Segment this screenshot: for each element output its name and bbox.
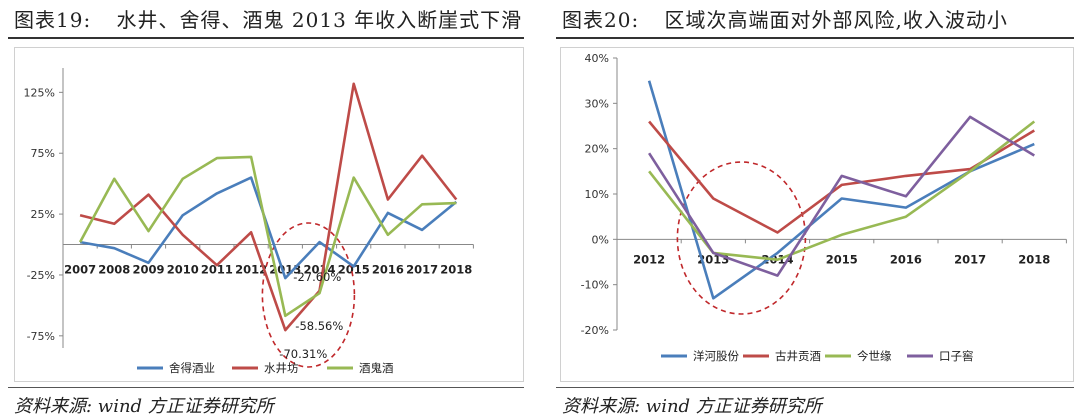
legend-label: 酒鬼酒 [359, 361, 394, 375]
legend-label: 口子窖 [939, 349, 974, 363]
figure-20: 图表20: 区域次高端面对外部风险,收入波动小 -20% -10% 0% 10% 20%… [548, 0, 1080, 417]
data-label: -58.56% [295, 319, 343, 333]
x-tick-label: 2018 [440, 263, 472, 277]
series-line [648, 115, 1035, 277]
x-tick-label: 2018 [1018, 252, 1050, 266]
figure-title: 图表19: 水井、舍得、酒鬼 2013 年收入断崖式下滑 [14, 4, 522, 33]
x-tick-label: 2015 [826, 252, 858, 266]
chart-frame: -20% -10% 0% 10% 20% 30% 40% 2012 2013 2014 2015 20… [560, 47, 1074, 382]
x-tick-label: 2017 [406, 263, 438, 277]
figure-number: 图表19: [14, 8, 92, 32]
x-tick-label: 2008 [98, 263, 130, 277]
y-tick-label: 20% [585, 143, 609, 156]
legend-label: 今世缘 [857, 349, 892, 363]
title-rule [8, 37, 524, 39]
x-tick-label: 2017 [954, 252, 986, 266]
x-tick-label: 2012 [235, 263, 267, 277]
data-label: -70.31% [279, 347, 327, 361]
legend-label: 洋河股份 [693, 349, 739, 363]
figure-number: 图表20: [562, 8, 640, 32]
y-tick-label: 25% [31, 208, 55, 221]
x-tick-label: 2016 [890, 252, 922, 266]
y-tick-label: 75% [31, 147, 55, 160]
chart-19: -75%-25%25%75%125%2007 2008 2009 2010 2011 20… [24, 68, 474, 375]
x-tick-label: 2007 [64, 263, 96, 277]
y-tick-label: 125% [24, 86, 55, 99]
source-note: 资料来源: wind 方正证券研究所 [14, 396, 274, 417]
x-tick-label: 2012 [633, 252, 665, 266]
y-tick-label: 40% [585, 52, 609, 65]
x-tick-label: 2015 [338, 263, 370, 277]
series-line [648, 120, 1035, 234]
figure-19: 图表19: 水井、舍得、酒鬼 2013 年收入断崖式下滑 -75% -25% 25%… [0, 0, 530, 417]
data-label: -27.60% [293, 270, 341, 284]
figure-title: 图表20: 区域次高端面对外部风险,收入波动小 [562, 4, 1008, 33]
chart-20: -20%-10%0%10%20%30%40%2012 2013 2014 2015 20… [581, 52, 1067, 363]
x-tick-label: 2011 [201, 263, 233, 277]
y-tick-label: -20% [581, 324, 609, 337]
highlight-ellipse [261, 222, 356, 368]
x-tick-label: 2009 [132, 263, 164, 277]
x-tick-label: 2016 [372, 263, 404, 277]
legend-label: 水井坊 [264, 361, 299, 375]
y-tick-label: 0% [592, 233, 609, 246]
y-tick-label: -10% [581, 279, 609, 292]
legend-label: 舍得酒业 [169, 361, 215, 375]
title-rule [556, 37, 1074, 39]
figure-caption: 水井、舍得、酒鬼 2013 年收入断崖式下滑 [116, 8, 523, 32]
source-note: 资料来源: wind 方正证券研究所 [562, 396, 822, 417]
x-tick-label: 2010 [167, 263, 199, 277]
source-rule [8, 387, 524, 388]
y-tick-label: -75% [27, 330, 55, 343]
highlight-ellipse [676, 161, 807, 315]
legend-label: 古井贡酒 [775, 349, 821, 363]
chart-frame: -75% -25% 25% 75% 125% 2007 2008 2009 2010 2011 20… [14, 47, 524, 382]
series-line [79, 82, 458, 332]
y-tick-label: 10% [585, 188, 609, 201]
y-tick-label: 30% [585, 97, 609, 110]
series-line [79, 176, 458, 280]
y-tick-label: -25% [27, 269, 55, 282]
source-rule [556, 387, 1074, 388]
series-line [78, 155, 457, 318]
figure-caption: 区域次高端面对外部风险,收入波动小 [664, 8, 1008, 32]
